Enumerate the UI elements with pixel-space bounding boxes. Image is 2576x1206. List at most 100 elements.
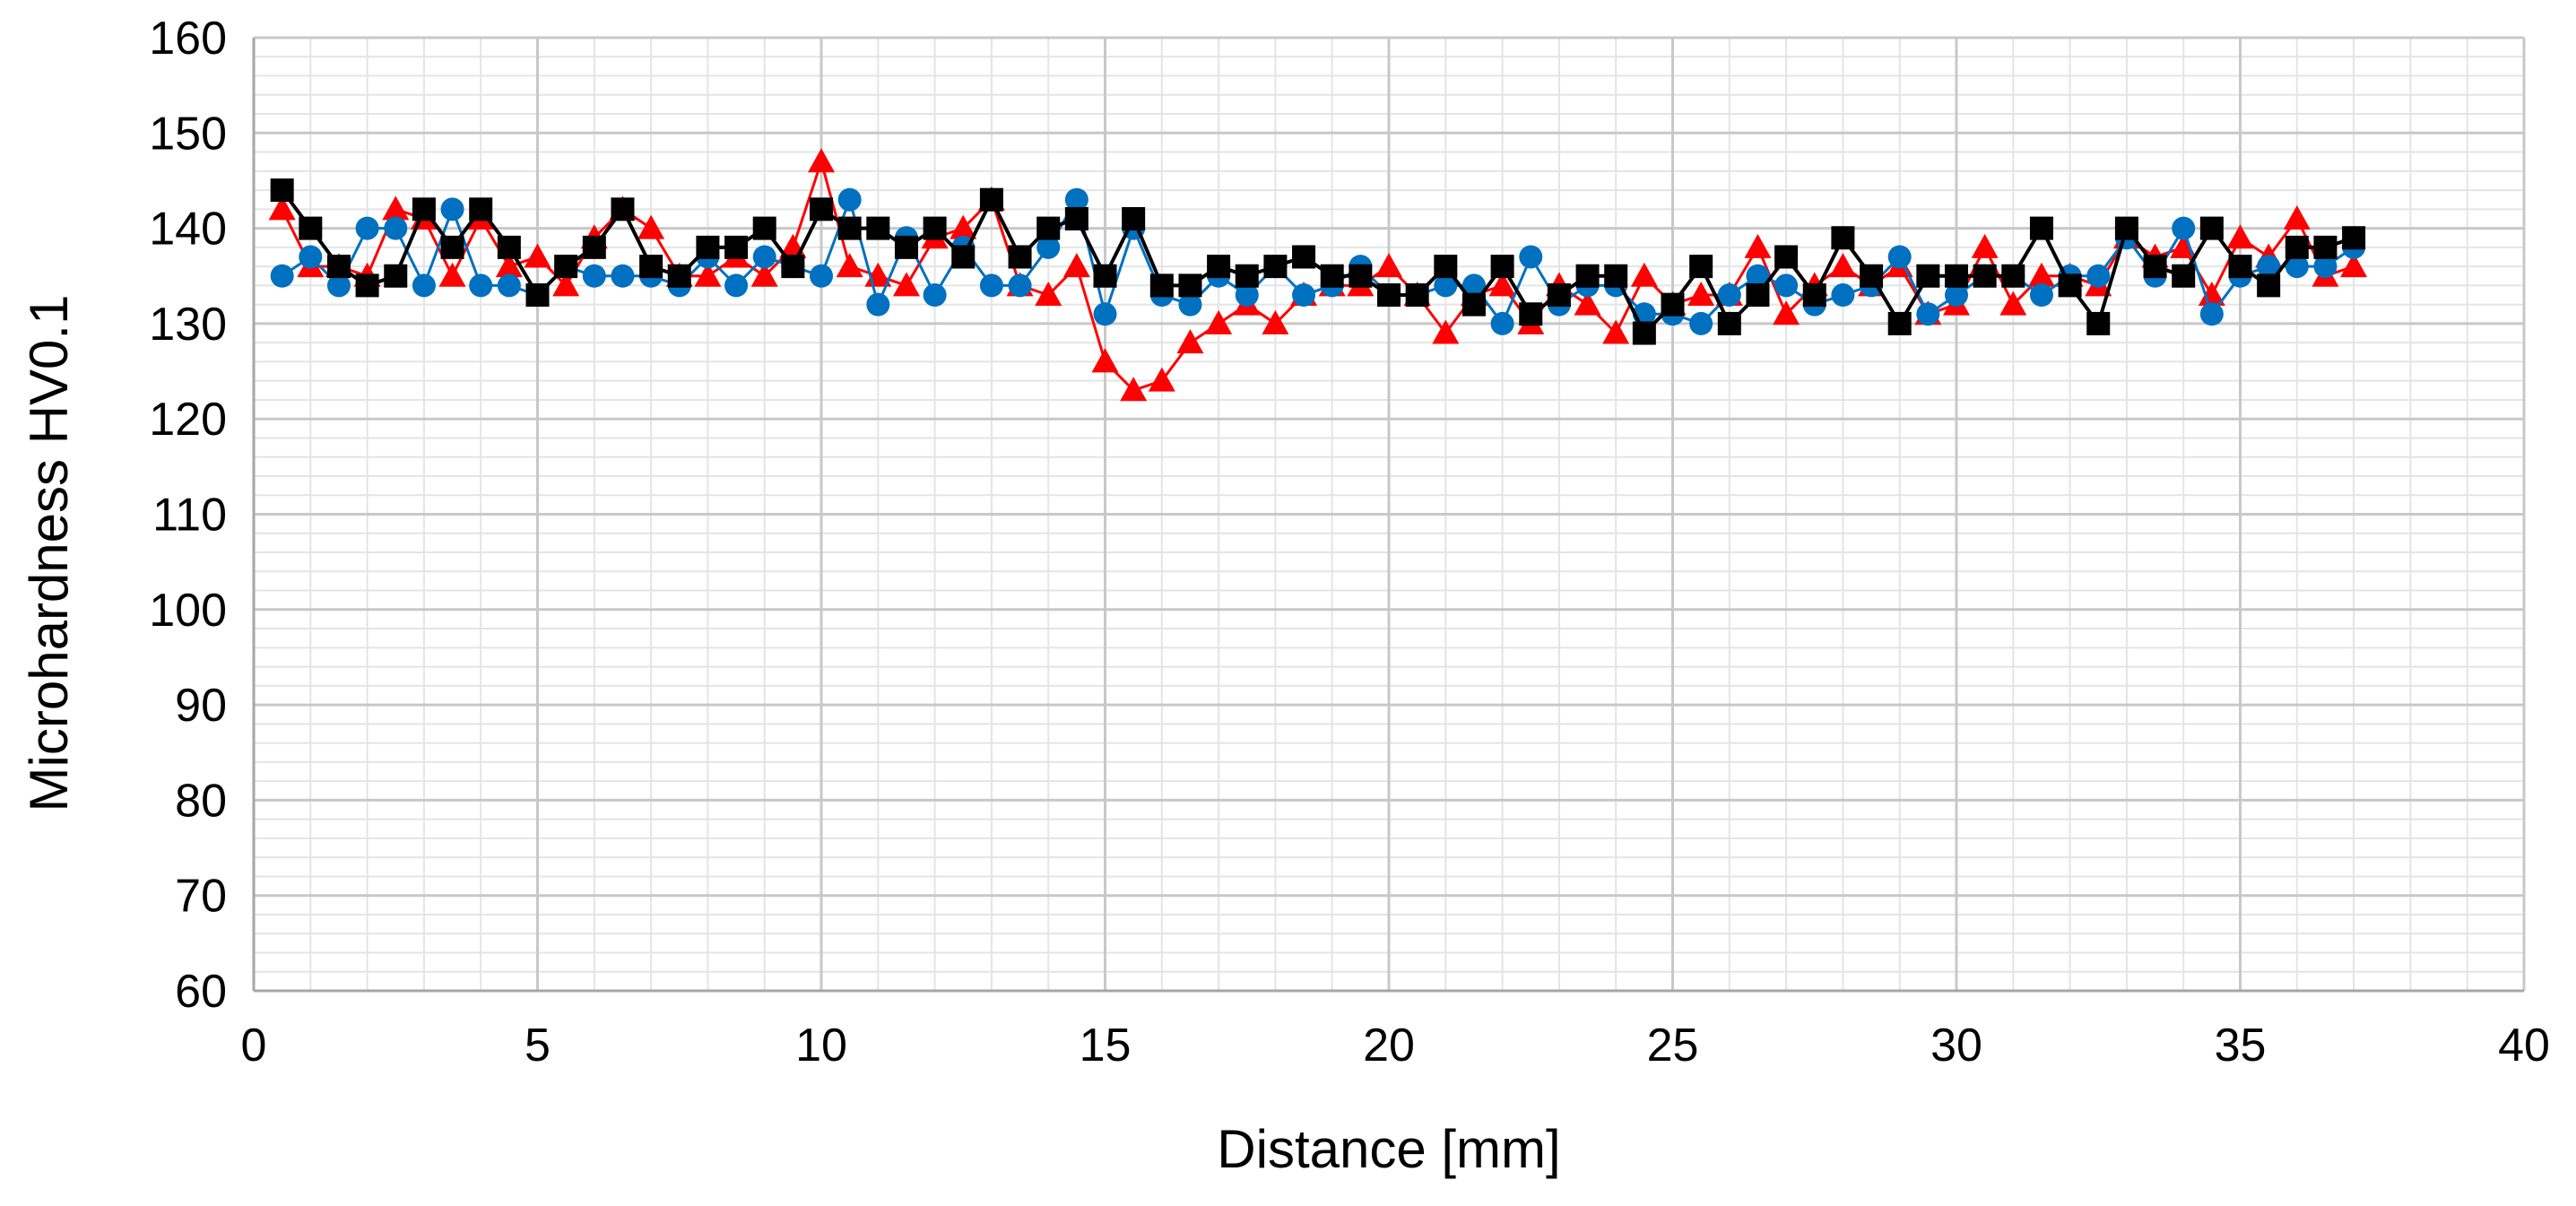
- x-tick-label: 25: [1647, 1019, 1699, 1072]
- square-marker: [1717, 311, 1741, 335]
- square-marker: [951, 245, 976, 269]
- triangle-marker: [1120, 377, 1148, 402]
- triangle-marker: [1262, 309, 1289, 334]
- circle-marker: [1008, 273, 1032, 298]
- circle-marker: [412, 273, 436, 298]
- triangle-marker: [2283, 204, 2311, 230]
- square-marker: [1519, 302, 1543, 326]
- triangle-marker: [268, 195, 296, 221]
- triangle-marker: [892, 272, 920, 297]
- square-marker: [1036, 216, 1061, 240]
- square-marker: [440, 235, 464, 259]
- circle-marker: [270, 264, 294, 288]
- triangle-marker: [1091, 348, 1119, 373]
- x-tick-label: 5: [525, 1019, 551, 1072]
- triangle-marker: [1971, 233, 1999, 258]
- circle-marker: [299, 245, 323, 269]
- square-marker: [1461, 292, 1486, 317]
- x-tick-label: 40: [2498, 1019, 2550, 1072]
- major-gridlines: [254, 36, 2526, 991]
- x-tick-label: 30: [1930, 1019, 1982, 1072]
- square-marker: [1377, 283, 1401, 308]
- triangle-marker: [950, 214, 977, 239]
- circle-marker: [923, 283, 947, 308]
- triangle-marker: [1375, 253, 1402, 278]
- square-marker: [894, 235, 918, 259]
- circle-marker: [2086, 264, 2111, 288]
- y-tick-label: 100: [149, 585, 227, 637]
- circle-marker: [837, 187, 862, 212]
- square-marker: [1973, 264, 1997, 288]
- circle-marker: [1036, 235, 1061, 259]
- triangle-marker: [808, 148, 835, 173]
- triangle-marker: [495, 253, 523, 278]
- square-marker: [1008, 245, 1032, 269]
- square-marker: [2257, 273, 2281, 298]
- square-marker: [724, 235, 749, 259]
- triangle-marker: [2340, 253, 2368, 278]
- triangle-marker: [2198, 282, 2225, 307]
- square-marker: [582, 235, 606, 259]
- x-tick-label: 10: [795, 1019, 847, 1072]
- square-marker: [1689, 255, 1713, 279]
- triangle-marker: [382, 195, 410, 221]
- square-marker: [667, 264, 691, 288]
- circle-marker: [1292, 283, 1316, 308]
- square-marker: [469, 197, 493, 221]
- square-marker: [1235, 264, 1259, 288]
- square-marker: [781, 255, 805, 279]
- square-marker: [1405, 283, 1429, 308]
- triangle-marker: [1630, 262, 1658, 287]
- triangle-marker: [1773, 300, 1800, 325]
- circle-marker: [497, 273, 521, 298]
- square-marker: [696, 235, 720, 259]
- triangle-marker: [1602, 319, 1630, 344]
- triangle-marker: [750, 262, 778, 287]
- circle-marker: [1434, 273, 1458, 298]
- circle-marker: [1774, 273, 1799, 298]
- square-marker: [2285, 235, 2309, 259]
- square-marker: [1860, 264, 1884, 288]
- square-marker: [2143, 255, 2167, 279]
- circle-marker: [582, 264, 606, 288]
- square-marker: [1178, 273, 1202, 298]
- triangle-marker: [2226, 224, 2254, 249]
- square-marker: [1575, 264, 1600, 288]
- square-marker: [837, 216, 862, 240]
- square-marker: [412, 197, 436, 221]
- square-marker: [270, 178, 294, 203]
- x-tick-label: 0: [241, 1019, 267, 1072]
- square-marker: [1661, 292, 1685, 317]
- square-marker: [2342, 226, 2366, 250]
- square-marker: [1632, 321, 1656, 345]
- y-tick-label: 120: [149, 394, 227, 446]
- square-marker: [384, 264, 408, 288]
- square-marker: [2172, 264, 2196, 288]
- circle-marker: [1235, 283, 1259, 308]
- series-layer: [268, 148, 2368, 402]
- square-marker: [1292, 245, 1316, 269]
- circle-marker: [440, 197, 464, 221]
- circle-marker: [355, 216, 379, 240]
- square-marker: [1746, 283, 1770, 308]
- circle-marker: [469, 273, 493, 298]
- square-marker: [1263, 255, 1288, 279]
- circle-marker: [1064, 187, 1089, 212]
- triangle-marker: [1829, 253, 1857, 278]
- triangle-marker: [836, 253, 863, 278]
- square-marker: [1831, 226, 1855, 250]
- triangle-marker: [637, 214, 665, 239]
- square-marker: [752, 216, 776, 240]
- circle-marker: [2172, 216, 2196, 240]
- square-marker: [497, 235, 521, 259]
- square-marker: [554, 255, 578, 279]
- square-marker: [2228, 255, 2252, 279]
- circle-marker: [1461, 273, 1486, 298]
- square-marker: [2199, 216, 2224, 240]
- circle-marker: [1916, 302, 1940, 326]
- y-tick-label: 130: [149, 299, 227, 351]
- y-axis-title: Microhardness HV0.1: [19, 295, 79, 812]
- circle-marker: [2285, 255, 2309, 279]
